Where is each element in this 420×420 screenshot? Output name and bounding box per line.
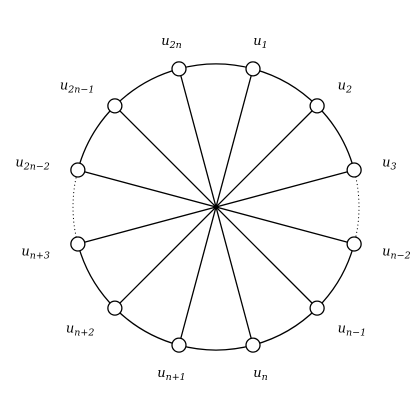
vertices	[70, 61, 362, 353]
vertex-un	[245, 337, 261, 353]
vertex-u2n-1	[107, 98, 123, 114]
vertex-un-1	[309, 300, 325, 316]
vertex-u1	[245, 61, 261, 77]
label-u1: u1	[253, 34, 267, 51]
arc-u2-u3	[316, 105, 355, 171]
label-u2n-2: u2n−2	[15, 155, 50, 172]
spokes	[77, 68, 355, 346]
label-un+2: un+2	[66, 322, 95, 339]
vertex-u3	[346, 162, 362, 178]
vertex-un+2	[107, 300, 123, 316]
arc-un-un+1	[178, 344, 254, 351]
arc-u1-u2	[252, 68, 318, 107]
vertex-un+1	[171, 337, 187, 353]
label-u3: u3	[382, 155, 396, 172]
dotted-arc-u3-un-2	[353, 169, 360, 245]
arc-u2n-2-u2n-1	[77, 105, 116, 171]
vertex-un-2	[346, 236, 362, 252]
label-u2: u2	[338, 78, 352, 95]
vertex-labels: u1 u2 u3 un−2 un−1 un un+1 un+2 un+3 u2n−2 u2n−1 u2…	[15, 34, 410, 383]
arc-un-2-un-1	[316, 243, 355, 309]
vertex-u2	[309, 98, 325, 114]
label-u2n: u2n	[161, 34, 182, 51]
label-u2n-1: u2n−1	[60, 78, 95, 95]
vertex-u2n-2	[70, 162, 86, 178]
label-un+1: un+1	[157, 366, 186, 383]
arc-un+1-un+2	[114, 307, 180, 346]
label-un-1: un−1	[338, 322, 367, 339]
dotted-arc-un+3-u2n-2	[72, 169, 79, 245]
vertex-u2n	[171, 61, 187, 77]
label-un-2: un−2	[382, 245, 411, 262]
arc-un+2-un+3	[77, 243, 116, 309]
vertex-un+3	[70, 236, 86, 252]
arc-u2n-1-u2n	[114, 68, 180, 107]
label-un: un	[253, 366, 268, 383]
label-un+3: un+3	[21, 245, 50, 262]
arc-un-1-un	[252, 307, 318, 346]
arc-u2n-u1	[178, 63, 254, 70]
spoke-un-u2n	[178, 68, 254, 346]
